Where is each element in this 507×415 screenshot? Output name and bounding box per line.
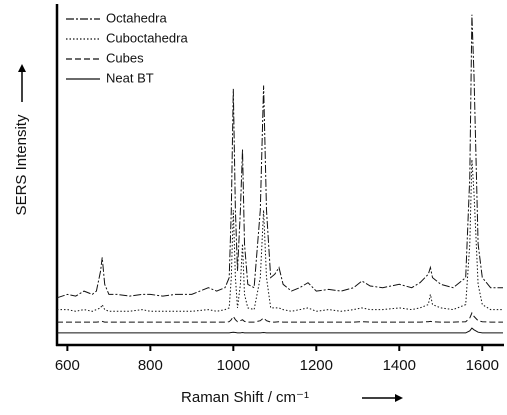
y-arrow [18, 64, 26, 102]
legend-label: Cubes [106, 50, 144, 65]
x-arrow [362, 394, 403, 402]
series-line [57, 311, 503, 323]
x-tick-label: 1000 [217, 357, 250, 374]
legend-label: Cuboctahedra [106, 30, 188, 45]
x-tick-label: 1600 [466, 357, 499, 374]
x-tick-label: 600 [55, 357, 80, 374]
x-axis-label: Raman Shift / cm⁻¹ [181, 389, 309, 406]
y-axis-label: SERS Intensity [13, 114, 30, 215]
x-tick-label: 800 [138, 357, 163, 374]
x-tick-label: 1200 [300, 357, 333, 374]
series-line [57, 159, 503, 312]
legend-label: Octahedra [106, 10, 167, 25]
series-line [56, 14, 503, 299]
legend-label: Neat BT [106, 70, 154, 85]
x-tick-label: 1400 [383, 357, 416, 374]
series-line [57, 327, 503, 334]
